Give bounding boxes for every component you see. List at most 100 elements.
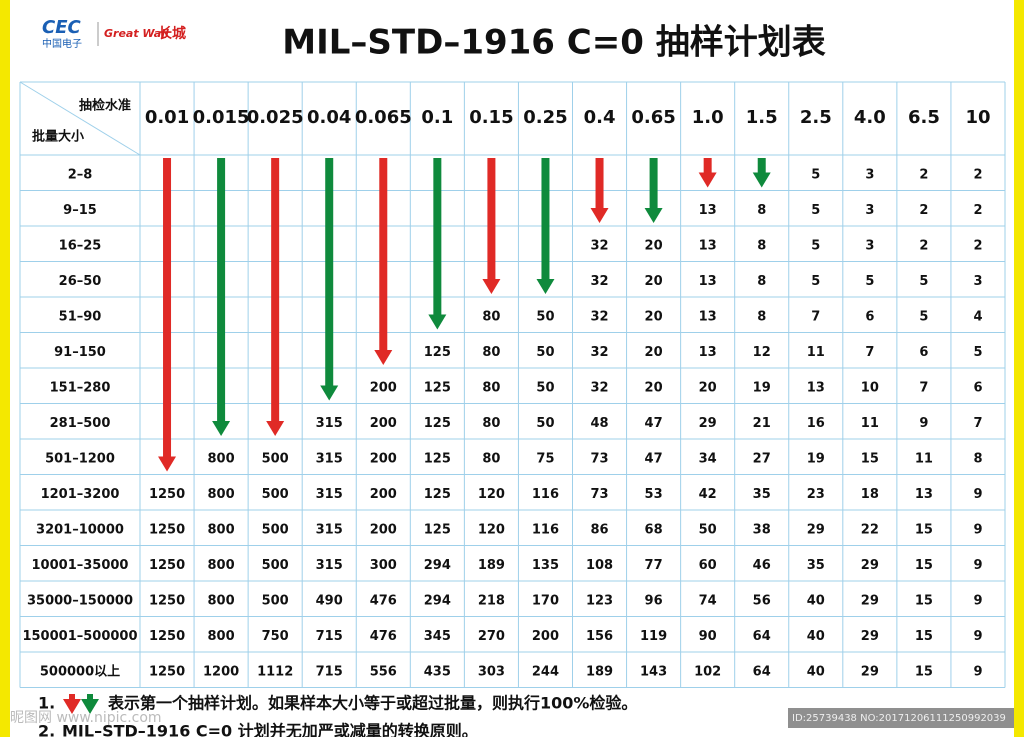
cell: 1250 [149,664,185,679]
cell: 20 [645,274,663,289]
cell: 6 [865,309,874,324]
column-header: 2.5 [800,107,832,128]
cell: 86 [590,522,608,537]
cell: 20 [645,309,663,324]
cell: 73 [590,451,608,466]
cell: 120 [478,522,505,537]
cell: 56 [753,593,771,608]
arrow-shaft [595,158,604,209]
row-label: 16–25 [59,238,102,253]
cell: 200 [370,522,397,537]
cell: 46 [753,558,771,573]
cell: 200 [370,487,397,502]
cell: 476 [370,593,397,608]
cell: 15 [915,558,933,573]
cell: 21 [753,416,771,431]
cell: 125 [424,487,451,502]
cell: 5 [811,167,820,182]
arrow-shaft [69,694,75,700]
arrow-shaft [87,694,93,700]
cell: 35 [753,487,771,502]
arrow-head [212,421,231,436]
cell: 800 [208,522,235,537]
logo-brand: Great Wall [104,27,169,40]
cell: 75 [536,451,554,466]
cell: 5 [811,238,820,253]
cell: 800 [208,629,235,644]
cell: 9 [973,593,982,608]
cell: 125 [424,416,451,431]
cell: 125 [424,380,451,395]
column-header: 0.04 [307,107,351,128]
cell: 15 [915,593,933,608]
arrow-shaft [163,158,172,458]
cell: 3 [865,238,874,253]
cell: 35 [807,558,825,573]
cell: 40 [807,593,825,608]
row-label: 500000以上 [40,664,120,679]
cell: 20 [699,380,717,395]
note-number: 1. [38,694,55,713]
cell: 23 [807,487,825,502]
cell: 125 [424,451,451,466]
cell: 1250 [149,629,185,644]
cell: 18 [861,487,879,502]
cell: 1200 [203,664,239,679]
cell: 20 [645,345,663,360]
cell: 29 [861,558,879,573]
cell: 50 [536,345,554,360]
cell: 8 [757,203,766,218]
cell: 9 [973,629,982,644]
arrow-shaft [703,158,712,174]
cell: 80 [482,309,500,324]
cell: 29 [861,629,879,644]
cell: 11 [915,451,933,466]
row-label: 1201–3200 [41,487,120,502]
cell: 1250 [149,593,185,608]
column-header: 0.65 [631,107,675,128]
cell: 500 [262,487,289,502]
cell: 2 [919,167,928,182]
cell: 90 [699,629,717,644]
cell: 715 [316,629,343,644]
cell: 13 [807,380,825,395]
cell: 170 [532,593,559,608]
cell: 8 [757,238,766,253]
logo-cec-sub: 中国电子 [42,37,82,50]
cell: 345 [424,629,451,644]
cell: 9 [919,416,928,431]
cell: 20 [645,380,663,395]
note-text: 表示第一个抽样计划。如果样本大小等于或超过批量，则执行100%检验。 [107,694,637,713]
corner-diagonal [19,81,141,156]
cell: 120 [478,487,505,502]
arrow-head [158,456,177,472]
arrow-head [698,172,717,188]
cell: 303 [478,664,505,679]
logo-cec: CEC [42,17,82,38]
column-header: 0.025 [247,107,304,128]
arrow-head [428,314,447,330]
cell: 2 [973,167,982,182]
cell: 315 [316,558,343,573]
column-header: 0.15 [469,107,513,128]
cell: 7 [973,416,982,431]
arrow-head [374,350,393,365]
cell: 74 [699,593,717,608]
cell: 2 [973,203,982,218]
cell: 32 [590,309,608,324]
cell: 3 [865,203,874,218]
cell: 294 [424,593,451,608]
arrow-head [644,208,663,223]
cell: 143 [640,664,667,679]
cell: 1250 [149,487,185,502]
cell: 11 [861,416,879,431]
cell: 50 [699,522,717,537]
note-number: 2. [38,722,55,737]
cell: 47 [645,416,663,431]
cell: 80 [482,380,500,395]
cell: 315 [316,416,343,431]
cell: 750 [262,629,289,644]
arrow-head [81,699,99,714]
arrow-head [590,208,609,223]
cell: 500 [262,558,289,573]
